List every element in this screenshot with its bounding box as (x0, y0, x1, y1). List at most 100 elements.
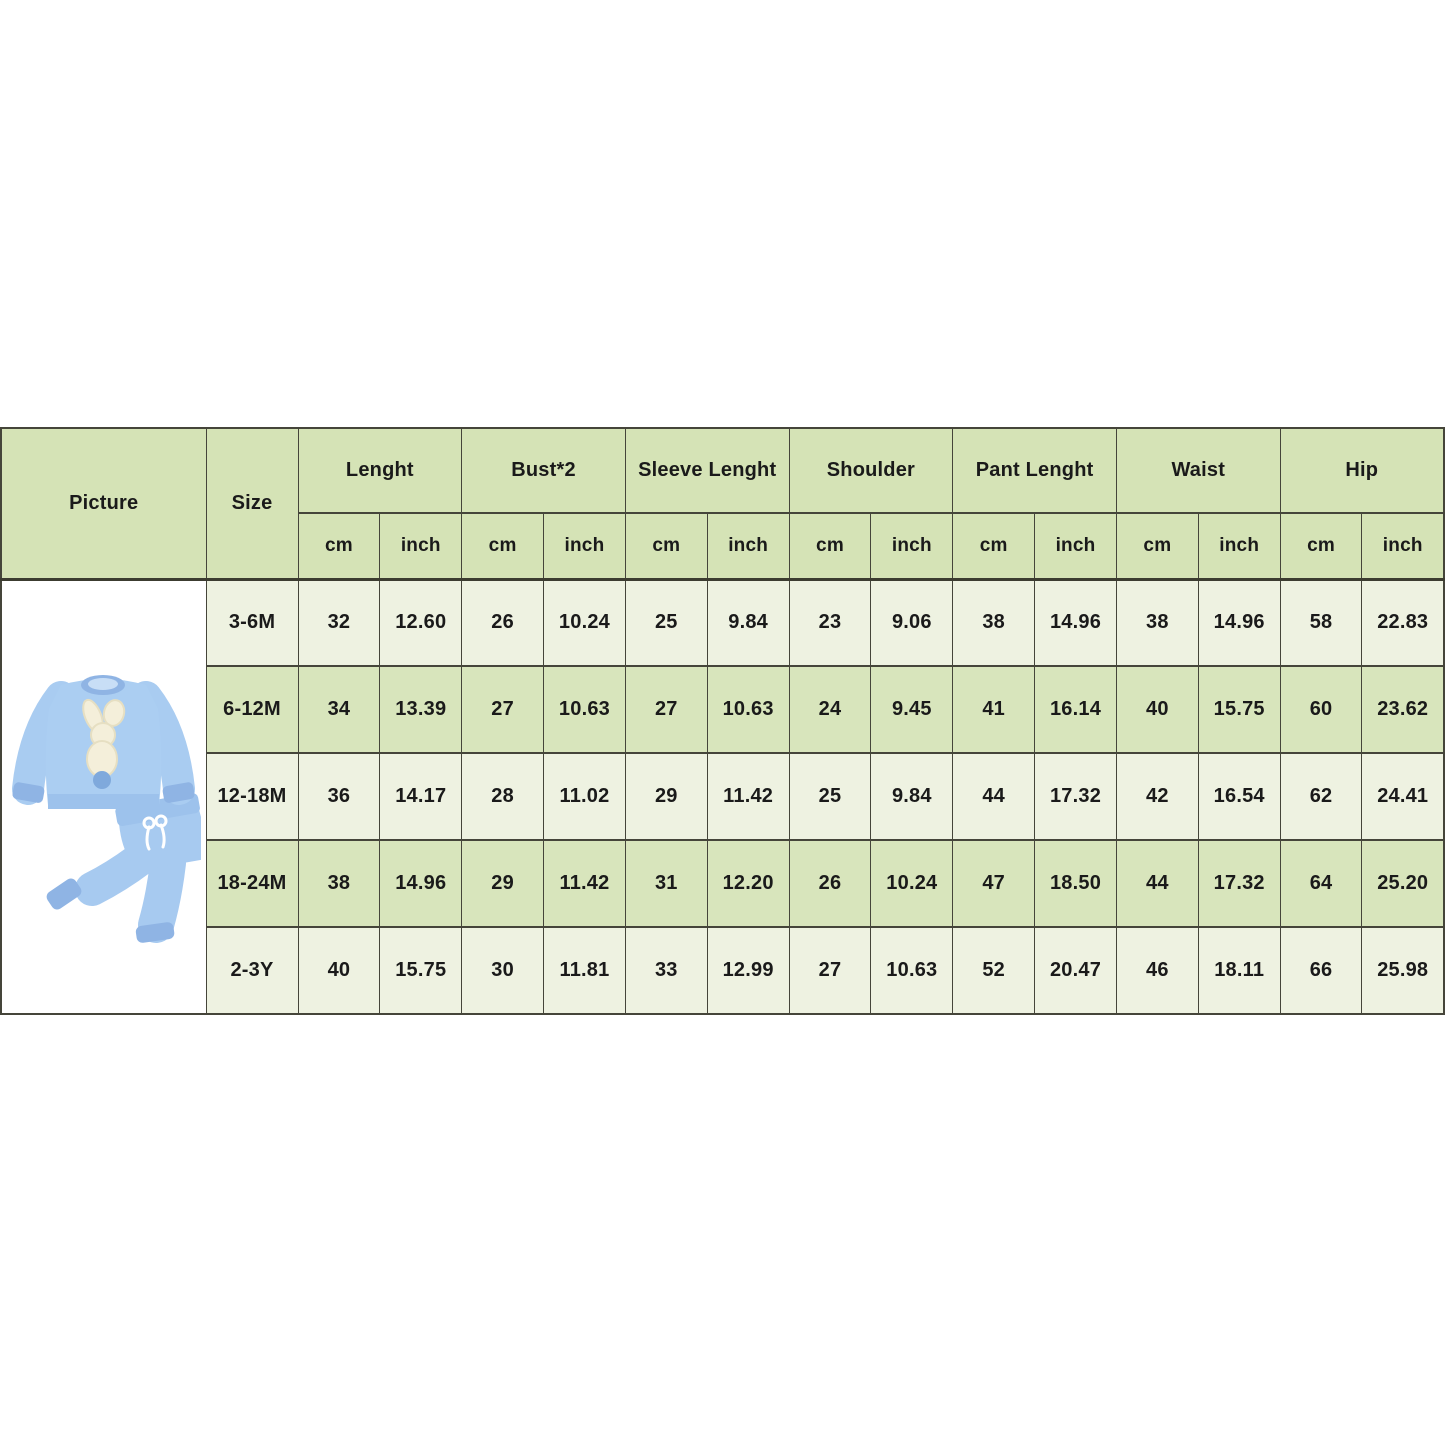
bunny-applique-graphic (82, 698, 126, 789)
table-cell: 40 (297, 926, 381, 1015)
size-column-header: Size (205, 427, 299, 581)
table-cell: 64 (1279, 839, 1363, 928)
table-cell: 15.75 (379, 926, 463, 1015)
table-cell: 58 (1279, 578, 1363, 667)
pants-graphic (46, 793, 202, 943)
group-header-hip: Hip (1279, 427, 1445, 514)
size-label: 3-6M (205, 578, 299, 667)
table-cell: 26 (788, 839, 872, 928)
sweatshirt-graphic (12, 674, 196, 809)
unit-header-cm: cm (461, 512, 545, 581)
table-cell: 11.02 (543, 752, 626, 841)
picture-column-header: Picture (0, 427, 207, 581)
table-cell: 15.75 (1197, 665, 1281, 754)
table-row-18-24m: 18-24M 38 14.96 29 11.42 31 12.20 26 10.… (1, 839, 1445, 928)
table-row-3-6m: 3-6M 32 12.60 26 10.24 25 9.84 23 9.06 3… (0, 578, 1445, 1015)
unit-header-cm: cm (788, 512, 872, 581)
table-cell: 28 (461, 752, 545, 841)
table-cell: 60 (1279, 665, 1363, 754)
size-label: 18-24M (205, 839, 299, 928)
table-cell: 52 (952, 926, 1036, 1015)
table-cell: 10.24 (870, 839, 954, 928)
unit-header-cm: cm (1279, 512, 1363, 581)
table-cell: 38 (952, 578, 1036, 667)
table-row-6-12m: 6-12M 34 13.39 27 10.63 27 10.63 24 9.45… (1, 665, 1445, 754)
table-cell: 30 (461, 926, 545, 1015)
table-cell: 14.96 (1034, 578, 1117, 667)
table-cell: 24.41 (1361, 752, 1445, 841)
table-cell: 9.84 (706, 578, 790, 667)
table-cell: 13.39 (379, 665, 463, 754)
table-cell: 9.06 (870, 578, 954, 667)
table-cell: 41 (952, 665, 1036, 754)
table-cell: 14.96 (379, 839, 463, 928)
product-photo-cell (0, 578, 207, 1015)
table-cell: 38 (297, 839, 381, 928)
table-cell: 9.45 (870, 665, 954, 754)
table-cell: 11.42 (706, 752, 790, 841)
group-header-length: Lenght (297, 427, 463, 514)
unit-header-cm: cm (297, 512, 381, 581)
unit-header-inch: inch (1361, 512, 1445, 581)
table-cell: 16.54 (1197, 752, 1281, 841)
table-cell: 66 (1279, 926, 1363, 1015)
table-cell: 12.20 (706, 839, 790, 928)
table-cell: 29 (624, 752, 708, 841)
table-cell: 25 (624, 578, 708, 667)
table-cell: 12.99 (706, 926, 790, 1015)
header-group-row: Picture Size Lenght Bust*2 Sleeve Lenght… (0, 427, 1445, 581)
table-cell: 10.63 (543, 665, 626, 754)
group-header-pant-length: Pant Lenght (952, 427, 1117, 514)
table-cell: 36 (297, 752, 381, 841)
size-chart-table: Picture Size Lenght Bust*2 Sleeve Lenght… (0, 427, 1445, 1015)
table-cell: 27 (624, 665, 708, 754)
table-row-2-3y: 2-3Y 40 15.75 30 11.81 33 12.99 27 10.63… (1, 926, 1445, 1015)
header-unit-row: cm inch cm inch cm inch cm inch cm inch … (1, 512, 1445, 581)
table-cell: 29 (461, 839, 545, 928)
table-cell: 12.60 (379, 578, 463, 667)
table-cell: 23 (788, 578, 872, 667)
unit-header-inch: inch (706, 512, 790, 581)
table-cell: 25.20 (1361, 839, 1445, 928)
table-cell: 24 (788, 665, 872, 754)
table-cell: 42 (1115, 752, 1199, 841)
size-label: 6-12M (205, 665, 299, 754)
table-cell: 10.63 (706, 665, 790, 754)
unit-header-inch: inch (379, 512, 463, 581)
table-cell: 22.83 (1361, 578, 1445, 667)
table-cell: 62 (1279, 752, 1363, 841)
table-cell: 27 (461, 665, 545, 754)
table-row-12-18m: 12-18M 36 14.17 28 11.02 29 11.42 25 9.8… (1, 752, 1445, 841)
unit-header-inch: inch (543, 512, 626, 581)
table-cell: 34 (297, 665, 381, 754)
table-cell: 9.84 (870, 752, 954, 841)
group-header-bust: Bust*2 (461, 427, 626, 514)
table-cell: 33 (624, 926, 708, 1015)
unit-header-inch: inch (870, 512, 954, 581)
table-cell: 17.32 (1034, 752, 1117, 841)
unit-header-inch: inch (1197, 512, 1281, 581)
table-cell: 14.17 (379, 752, 463, 841)
group-header-waist: Waist (1115, 427, 1281, 514)
table-cell: 44 (1115, 839, 1199, 928)
table-cell: 18.11 (1197, 926, 1281, 1015)
unit-header-inch: inch (1034, 512, 1117, 581)
table-cell: 46 (1115, 926, 1199, 1015)
table-cell: 31 (624, 839, 708, 928)
unit-header-cm: cm (1115, 512, 1199, 581)
table-cell: 11.81 (543, 926, 626, 1015)
table-cell: 32 (297, 578, 381, 667)
group-header-sleeve-length: Sleeve Lenght (624, 427, 790, 514)
table-cell: 47 (952, 839, 1036, 928)
product-photo-bunny-outfit (12, 674, 202, 943)
table-cell: 38 (1115, 578, 1199, 667)
table-cell: 20.47 (1034, 926, 1117, 1015)
table-cell: 25.98 (1361, 926, 1445, 1015)
unit-header-cm: cm (624, 512, 708, 581)
drawstring-graphic (142, 814, 168, 851)
table-cell: 10.24 (543, 578, 626, 667)
table-cell: 14.96 (1197, 578, 1281, 667)
table-cell: 17.32 (1197, 839, 1281, 928)
size-label: 2-3Y (205, 926, 299, 1015)
